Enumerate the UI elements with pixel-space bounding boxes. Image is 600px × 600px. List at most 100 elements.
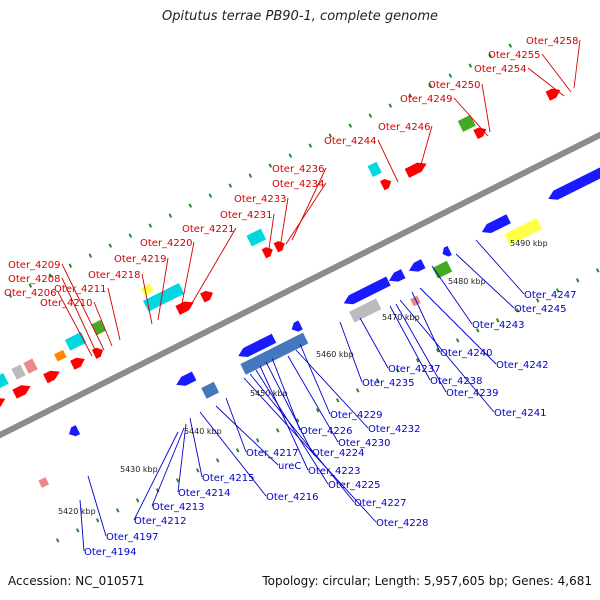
forward-gene [91,347,104,359]
forward-gene-colored-shape [23,358,38,374]
forward-gene-shape [175,301,194,315]
gene-label-bottom: Oter_4242 [496,360,549,371]
forward-gene [70,357,85,370]
forward-gene [380,179,392,191]
tick-dot-lower [435,348,440,353]
scale-label: 5420 kbp [58,507,96,516]
gene-label-top: Oter_4233 [234,194,287,205]
tick-dot-lower [415,358,420,363]
forward-gene [261,247,273,259]
gene-label-bottom: Oter_4225 [328,480,381,491]
leader-line-bottom [419,287,497,365]
forward-gene-colored-shape [11,364,26,380]
forward-gene [175,301,194,315]
accession-text: Accession: NC_010571 [8,574,145,588]
leader-line-bottom [389,305,431,381]
tick-dot-upper [148,223,153,228]
scale-label: 5440 kbp [184,427,222,436]
tick-dot-lower [235,448,240,453]
reverse-gene-colored [432,260,453,279]
forward-gene [273,241,285,253]
gene-label-top: Oter_4244 [324,136,377,147]
leader-line-bottom [455,253,515,309]
forward-gene-colored [11,364,26,380]
tick-dot-upper [8,293,13,298]
gene-label-top: Oter_4219 [114,254,167,265]
tick-dot-upper [68,263,73,268]
leader-line-bottom [295,349,369,429]
genome-summary-text: Topology: circular; Length: 5,957,605 bp… [262,574,592,588]
forward-gene [200,290,214,303]
gene-label-bottom: Oter_4237 [388,364,441,375]
leader-line-bottom [199,411,267,497]
tick-dot-lower [355,388,360,393]
forward-gene-shape [0,397,6,415]
forward-gene-orange [54,349,67,362]
leader-line-bottom [359,317,389,369]
forward-gene-shape [273,241,285,253]
reverse-gene-shape [291,320,303,332]
forward-gene-shape [70,357,85,370]
forward-gene-colored [23,358,38,374]
tick-dot-lower [115,508,120,513]
gene-label-top: Oter_4231 [220,210,273,221]
reverse-gene-colored-shape [504,218,543,245]
leader-line-bottom [475,239,525,295]
tick-dot-lower [255,438,260,443]
tick-dot-upper [408,93,413,98]
reverse-gene [388,269,406,282]
reverse-gene-colored-shape [240,332,309,375]
tick-dot-upper [188,203,193,208]
forward-gene-colored-shape [367,161,382,177]
reverse-gene-colored [240,332,309,375]
tick-dot-upper [168,213,173,218]
forward-gene-colored [143,282,185,312]
gene-label-top: Oter_4210 [40,298,93,309]
leader-line-bottom [133,431,179,521]
tick-dot-lower [395,368,400,373]
reverse-gene [481,214,511,234]
reverse-gene-colored [504,218,543,245]
tick-dot-lower [55,538,60,543]
tick-dot-lower [215,458,220,463]
gene-label-top: Oter_4208 [8,274,61,285]
forward-gene-colored [0,372,9,398]
tick-dot-lower [455,338,460,343]
leader-line-top [481,83,491,133]
leader-line-bottom [243,377,377,523]
tick-dot-lower [315,408,320,413]
forward-gene-shape [545,88,561,101]
reverse-gene [68,425,81,437]
leader-line-top [107,287,121,341]
gene-label-bottom: Oter_4238 [430,376,483,387]
tick-dot-upper [388,103,393,108]
gene-label-bottom: Oter_4247 [524,290,577,301]
leader-line-top [57,291,93,357]
gene-label-bottom: Oter_4227 [354,498,407,509]
leader-line-bottom [265,361,313,453]
gene-label-top: Oter_4218 [88,270,141,281]
gene-label-bottom: Oter_4197 [106,532,159,543]
reverse-gene [343,276,391,305]
forward-gene [404,162,427,178]
reverse-gene-colored [349,298,382,323]
genome-title: Opitutus terrae PB90-1, complete genome [161,9,439,24]
leader-line-bottom [399,299,495,413]
leader-line-bottom [249,373,355,503]
gene-label-top: Oter_4234 [272,179,325,190]
reverse-gene-shape [442,245,452,257]
tick-dot-lower [155,488,160,493]
gene-label-bottom: Oter_4241 [494,408,547,419]
scale-label: 5460 kbp [316,350,354,359]
leader-line-top [541,53,572,93]
forward-gene-colored-shape [457,114,476,132]
tick-dot-lower [375,378,380,383]
gene-label-top: Oter_4236 [272,164,325,175]
tick-dot-lower [295,418,300,423]
reverse-gene [291,320,303,332]
gene-label-top: Oter_4209 [8,260,61,271]
gene-label-top: Oter_4258 [526,36,579,47]
scale-label: 5480 kbp [448,277,486,286]
reverse-gene-colored-shape [349,298,382,323]
tick-dot-upper [208,193,213,198]
